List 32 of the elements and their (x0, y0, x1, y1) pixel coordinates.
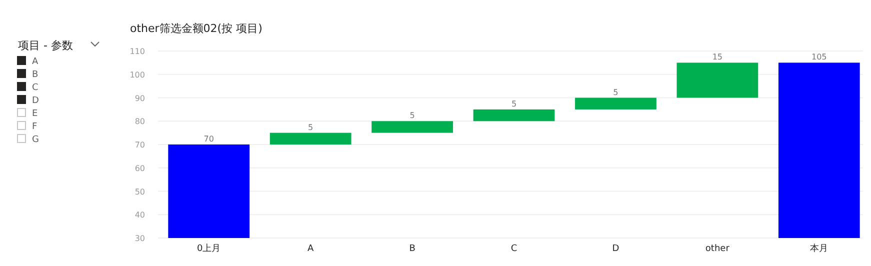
y-tick-label: 80 (134, 117, 145, 126)
y-tick-label: 60 (134, 164, 145, 173)
x-tick-label: C (510, 244, 518, 254)
text: E (32, 109, 38, 119)
x-tick-label: B (409, 244, 416, 254)
chart-title: other筛选金额02(按 项目) (130, 22, 262, 35)
data-label: 5 (511, 99, 517, 108)
text: 项目 - 参数 (18, 39, 73, 52)
text: F (32, 122, 38, 132)
x-tick-label: other (705, 244, 730, 254)
x-tick-label: 0上月 (196, 243, 221, 254)
y-tick-label: 50 (134, 187, 145, 196)
data-label: 70 (204, 134, 214, 144)
y-tick-label: 90 (134, 94, 145, 103)
text: G (32, 135, 39, 145)
x-tick-label: A (307, 244, 314, 254)
text: C (32, 83, 38, 93)
text: D (32, 96, 39, 106)
text: B (32, 70, 38, 80)
y-tick-label: 30 (134, 234, 145, 243)
x-tick-label: 本月 (810, 243, 828, 254)
text: A (32, 57, 39, 67)
data-label: 5 (308, 122, 314, 132)
y-tick-label: 40 (134, 210, 145, 220)
x-tick-label: D (612, 244, 620, 254)
data-label: 15 (712, 52, 723, 62)
y-tick-label: 70 (134, 140, 145, 150)
y-tick-label: 110 (130, 47, 145, 56)
data-label: 105 (812, 52, 827, 62)
y-tick-label: 100 (130, 70, 145, 80)
data-label: 5 (613, 88, 618, 97)
data-label: 5 (410, 111, 415, 120)
